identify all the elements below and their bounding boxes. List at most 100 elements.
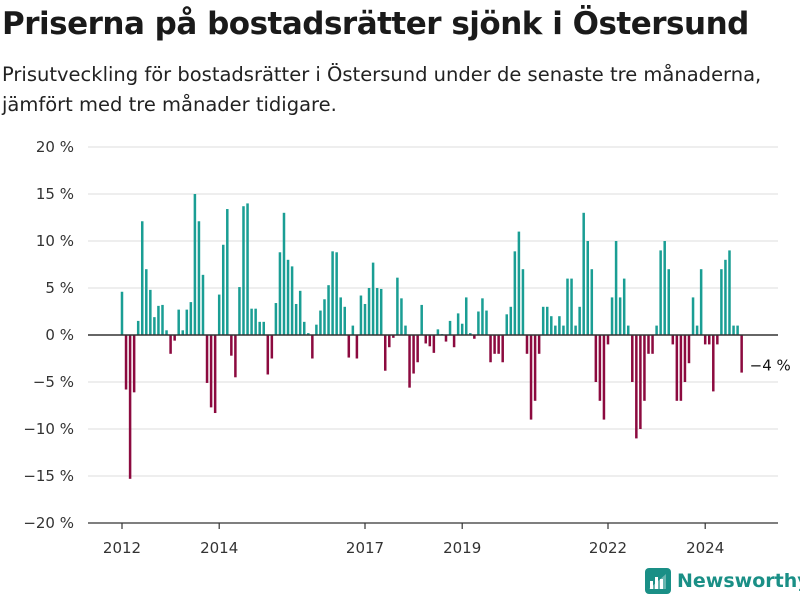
x-tick-label: 2024 — [686, 539, 724, 557]
bar — [578, 306, 581, 335]
bar — [282, 212, 286, 335]
bar — [173, 335, 176, 341]
bar — [509, 306, 513, 335]
newsworthy-logo-text: Newsworthy — [677, 570, 800, 592]
bar — [262, 321, 265, 335]
bar — [120, 291, 124, 335]
bar — [238, 287, 241, 335]
bar — [230, 335, 233, 356]
bar — [298, 290, 302, 335]
y-axis-ticks: 20 % 15 % 10 % 5 % 0 % −5 % −10 % −15 % −20 % — [23, 138, 74, 532]
bar — [582, 212, 585, 335]
bar — [355, 335, 359, 359]
bar — [132, 335, 136, 393]
bar — [614, 241, 618, 335]
bar — [371, 262, 375, 335]
bar — [367, 288, 371, 335]
bar — [477, 311, 480, 335]
bar — [315, 324, 318, 335]
bar — [667, 269, 670, 335]
bar — [294, 303, 298, 335]
bar — [270, 335, 274, 359]
bar — [493, 335, 496, 354]
bar — [347, 335, 351, 358]
annotation-layer: −4 % — [750, 357, 791, 375]
bar — [647, 335, 650, 354]
bar — [226, 209, 229, 335]
bar — [554, 325, 557, 335]
bar — [703, 335, 707, 345]
bar — [323, 299, 326, 335]
bar — [327, 285, 330, 335]
bar — [517, 231, 521, 335]
chart-subtitle: Prisutveckling för bostadsrätter i Öster… — [2, 63, 762, 116]
bar — [201, 274, 205, 335]
y-tick-label: −15 % — [23, 467, 74, 485]
bar — [197, 221, 201, 335]
bar — [145, 269, 148, 335]
y-tick-label: 10 % — [36, 232, 74, 250]
bar — [643, 335, 646, 401]
bar — [351, 325, 355, 335]
bar — [375, 288, 379, 335]
bar — [513, 251, 517, 335]
y-tick-label: 0 % — [45, 326, 74, 344]
bar — [485, 310, 488, 335]
bar — [388, 335, 391, 348]
bar — [319, 310, 322, 335]
y-tick-label: 15 % — [36, 185, 74, 203]
bar — [258, 321, 261, 335]
x-tick-label: 2019 — [443, 539, 481, 557]
bar — [185, 309, 189, 335]
bar — [679, 335, 683, 401]
bar — [639, 335, 642, 429]
bar — [501, 335, 504, 363]
bar — [128, 335, 132, 479]
chart-title: Priserna på bostadsrätter sjönk i Östers… — [2, 6, 749, 42]
bar — [286, 259, 290, 335]
bar — [550, 316, 553, 335]
bar — [736, 325, 739, 335]
bar — [558, 316, 561, 335]
y-tick-label: −5 % — [33, 373, 74, 391]
bar — [728, 250, 731, 335]
bar — [631, 335, 634, 382]
bar — [469, 333, 472, 335]
bar — [590, 269, 594, 335]
y-tick-label: 20 % — [36, 138, 74, 156]
bar — [302, 321, 306, 335]
bar — [533, 335, 537, 401]
bar — [396, 277, 399, 335]
bar — [452, 335, 456, 348]
bar — [566, 278, 569, 335]
bar — [400, 298, 403, 335]
bar — [290, 266, 294, 335]
bar — [266, 335, 270, 375]
bar — [460, 323, 464, 335]
bar — [635, 335, 638, 439]
bar — [473, 335, 476, 339]
bar — [189, 302, 193, 335]
bar — [586, 241, 589, 335]
bar — [606, 335, 610, 345]
bar — [574, 325, 577, 335]
bar — [343, 306, 346, 335]
bar — [545, 306, 549, 335]
bar — [412, 335, 415, 374]
bar — [691, 297, 695, 335]
bar — [598, 335, 602, 401]
bar — [622, 278, 626, 335]
bar — [695, 325, 699, 335]
bar — [234, 335, 237, 378]
bar — [217, 294, 221, 335]
bar — [392, 335, 395, 338]
bar — [420, 304, 423, 335]
bar — [570, 278, 573, 335]
x-tick-label: 2014 — [200, 539, 238, 557]
last-value-annotation: −4 % — [750, 357, 791, 375]
bar — [594, 335, 598, 382]
bar — [177, 309, 180, 335]
bar — [683, 335, 687, 382]
bar — [699, 269, 703, 335]
